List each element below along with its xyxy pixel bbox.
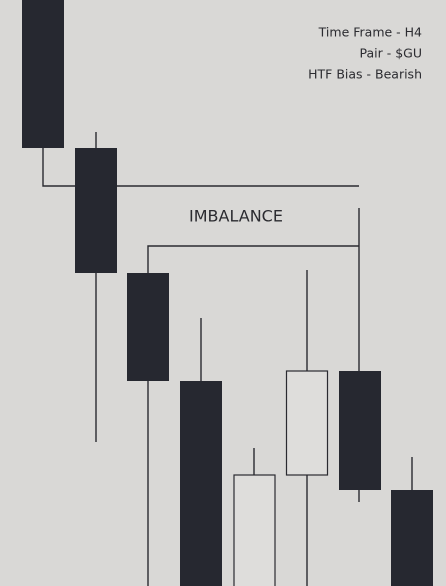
imbalance-label: IMBALANCE: [189, 207, 283, 226]
candle: [22, 0, 64, 148]
candle: [75, 148, 117, 273]
candle: [180, 381, 222, 586]
info-line: Pair - $GU: [360, 46, 423, 61]
level-line: [42, 148, 359, 187]
candle: [285, 370, 329, 476]
candle: [233, 474, 276, 586]
imbalance-line: [147, 245, 359, 586]
candle: [391, 490, 433, 586]
candle: [127, 273, 169, 381]
info-line: Time Frame - H4: [318, 25, 422, 40]
info-line: HTF Bias - Bearish: [308, 67, 422, 82]
candle: [339, 371, 381, 490]
